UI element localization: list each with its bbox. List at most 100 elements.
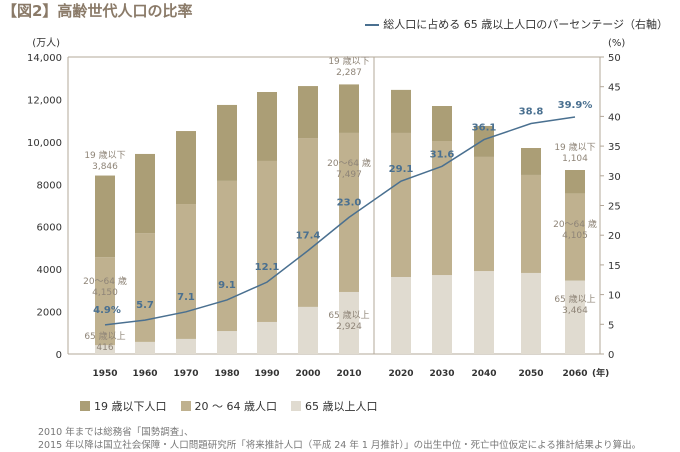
- bar-2060-1: [565, 193, 585, 281]
- right-tick-label: 25: [608, 202, 621, 213]
- line-data-label: 7.1: [177, 292, 195, 303]
- right-tick-label: 50: [608, 53, 621, 64]
- legend-item-age20-64: 20 ～ 64 歳人口: [180, 398, 277, 414]
- line-data-label: 31.6: [430, 149, 455, 160]
- bar-2010-1: [339, 132, 359, 292]
- percentage-line: [104, 116, 576, 326]
- x-tick-label: 2050: [518, 369, 543, 379]
- legend-swatch: [80, 401, 90, 411]
- line-legend-label: 総人口に占める 65 歳以上人口のパーセンテージ（右軸）: [383, 18, 668, 31]
- bar-1990-1: [257, 160, 277, 322]
- x-tick-label: 1990: [254, 369, 279, 379]
- annotation-label: 20～64 歳: [327, 157, 371, 169]
- x-tick-label: 1970: [173, 369, 198, 379]
- annotation-label: 19 歳以下: [554, 141, 595, 153]
- legend: 19 歳以下人口 20 ～ 64 歳人口 65 歳以上人口: [80, 398, 377, 414]
- annotation-value: 416: [96, 343, 113, 353]
- bar-2010-2: [339, 84, 359, 133]
- bar-1980-2: [217, 104, 237, 181]
- note-line: 2010 年までは総務省「国勢調査」、: [38, 427, 194, 438]
- line-data-label: 4.9%: [93, 305, 121, 316]
- bar-2010-0: [339, 291, 359, 354]
- bar-1960-2: [135, 153, 155, 234]
- right-tick-label: 0: [608, 350, 614, 361]
- chart-title: 【図2】高齢世代人口の比率: [2, 2, 193, 20]
- bar-1960-1: [135, 233, 155, 342]
- bar-1950-0: [95, 345, 115, 354]
- bar-2040-0: [474, 271, 494, 354]
- legend-item-age19: 19 歳以下人口: [80, 398, 167, 414]
- annotation-label: 19 歳以下: [84, 149, 125, 161]
- line-legend-swatch: [365, 24, 380, 26]
- bar-2000-2: [298, 86, 318, 139]
- left-tick-label: 10,000: [27, 138, 62, 149]
- x-tick-label: 2000: [295, 369, 320, 379]
- annotation-value: 2,287: [336, 68, 362, 78]
- note-line: 2015 年以降は国立社会保障・人口問題研究所「将来推計人口（平成 24 年 1…: [38, 440, 642, 451]
- line-data-label: 12.1: [255, 262, 280, 273]
- x-tick-label: 1950: [92, 369, 117, 379]
- right-tick-label: 40: [608, 112, 621, 123]
- bar-1990-0: [257, 321, 277, 354]
- x-tick-label: 2030: [429, 369, 454, 379]
- x-tick-label: 1960: [132, 369, 157, 379]
- x-tick-label: 1980: [214, 369, 239, 379]
- bar-2020-1: [391, 132, 411, 277]
- right-tick-label: 10: [608, 291, 621, 302]
- line-data-label: 9.1: [218, 280, 236, 291]
- bar-2000-1: [298, 138, 318, 307]
- legend-label: 19 歳以下人口: [94, 400, 167, 413]
- bar-2030-1: [432, 141, 452, 276]
- source-note: 2010 年までは総務省「国勢調査」、 2015 年以降は国立社会保障・人口問題…: [38, 426, 641, 452]
- line-legend: 総人口に占める 65 歳以上人口のパーセンテージ（右軸）: [365, 16, 668, 32]
- bar-1950-2: [95, 175, 115, 258]
- bar-1960-0: [135, 341, 155, 354]
- legend-label: 65 歳以上人口: [304, 400, 378, 413]
- legend-swatch: [180, 401, 191, 411]
- right-tick-label: 45: [608, 83, 621, 94]
- annotation-label: 20～64 歳: [553, 218, 597, 230]
- bar-2030-2: [432, 106, 452, 142]
- left-tick-label: 4000: [37, 265, 62, 276]
- line-data-label: 5.7: [136, 300, 154, 311]
- right-tick-label: 15: [608, 261, 621, 272]
- x-tick-label: 2010: [336, 369, 361, 379]
- line-data-label: 17.4: [296, 231, 321, 242]
- left-tick-label: 14,000: [27, 53, 62, 64]
- line-data-label: 29.1: [389, 164, 414, 175]
- bar-1980-0: [217, 331, 237, 354]
- annotation-label: 19 歳以下: [328, 55, 369, 67]
- annotation-value: 2,924: [336, 322, 362, 332]
- bar-1980-1: [217, 180, 237, 332]
- legend-label: 20 ～ 64 歳人口: [194, 400, 277, 413]
- right-tick-label: 20: [608, 231, 621, 242]
- annotation-label: 65 歳以上: [328, 309, 369, 321]
- bar-1990-2: [257, 92, 277, 161]
- left-axis-unit: (万人): [32, 37, 60, 49]
- bar-2030-0: [432, 275, 452, 354]
- bar-2060-0: [565, 280, 585, 354]
- bar-2020-2: [391, 89, 411, 133]
- annotation-value: 4,105: [562, 231, 588, 241]
- bar-2020-0: [391, 276, 411, 354]
- bar-2060-2: [565, 170, 585, 194]
- bar-2050-1: [521, 174, 541, 273]
- bar-2050-2: [521, 148, 541, 175]
- x-tick-label: 2020: [388, 369, 413, 379]
- left-tick-label: 0: [56, 350, 62, 361]
- bar-2040-1: [474, 156, 494, 272]
- bar-1970-1: [176, 204, 196, 339]
- right-tick-label: 30: [608, 172, 621, 183]
- left-tick-label: 12,000: [27, 95, 62, 106]
- legend-item-age65: 65 歳以上人口: [290, 398, 378, 414]
- annotation-label: 65 歳以上: [554, 293, 595, 305]
- x-axis-unit: (年): [592, 367, 609, 379]
- legend-swatch: [290, 401, 301, 411]
- bar-1970-0: [176, 338, 196, 354]
- annotation-label: 65 歳以上: [84, 330, 125, 342]
- annotation-value: 7,497: [336, 170, 362, 180]
- annotation-value: 4,150: [92, 288, 118, 298]
- bar-1950-1: [95, 257, 115, 346]
- bar-2000-0: [298, 306, 318, 354]
